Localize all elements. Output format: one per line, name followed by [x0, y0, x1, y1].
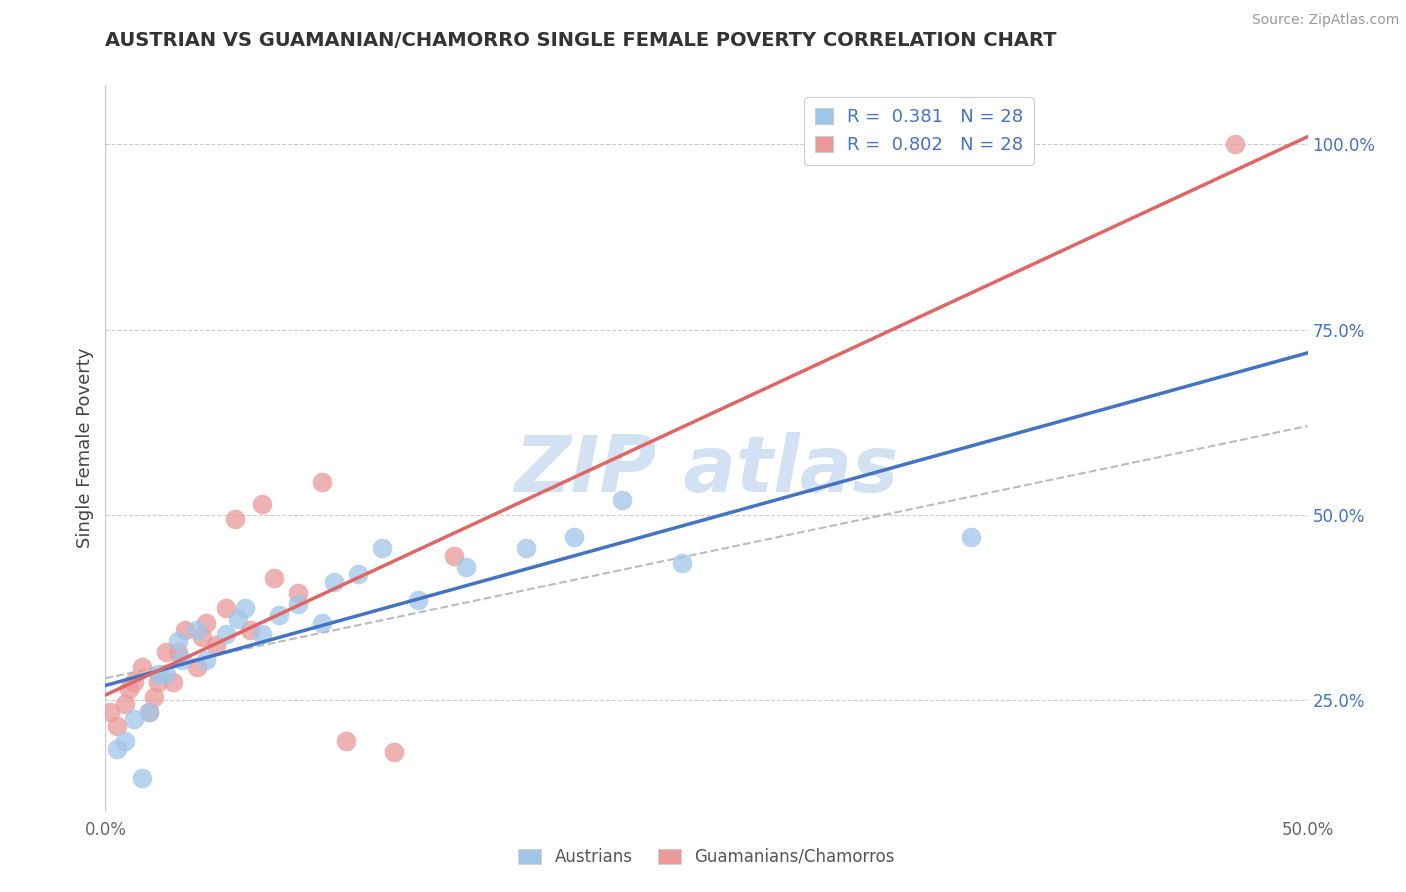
Point — [148, 674, 170, 689]
Point — [186, 660, 208, 674]
Point — [166, 645, 188, 659]
Point — [406, 593, 429, 607]
Point — [960, 530, 983, 544]
Text: ZIP atlas: ZIP atlas — [515, 432, 898, 508]
Point — [172, 653, 194, 667]
Point — [195, 615, 218, 630]
Point — [250, 497, 273, 511]
Point — [311, 615, 333, 630]
Point — [267, 608, 290, 623]
Point — [118, 682, 141, 697]
Point — [114, 734, 136, 748]
Point — [239, 623, 262, 637]
Point — [155, 645, 177, 659]
Point — [1225, 137, 1247, 152]
Point — [148, 667, 170, 681]
Legend: Austrians, Guamanians/Chamorros: Austrians, Guamanians/Chamorros — [512, 841, 901, 872]
Point — [371, 541, 394, 556]
Point — [173, 623, 195, 637]
Point — [311, 475, 333, 489]
Point — [612, 493, 634, 508]
Point — [124, 712, 146, 726]
Point — [233, 600, 256, 615]
Point — [263, 571, 285, 585]
Point — [138, 705, 160, 719]
Point — [190, 631, 212, 645]
Point — [562, 530, 585, 544]
Y-axis label: Single Female Poverty: Single Female Poverty — [76, 348, 94, 549]
Point — [454, 560, 477, 574]
Point — [347, 567, 370, 582]
Point — [515, 541, 537, 556]
Point — [443, 549, 465, 563]
Point — [107, 741, 129, 756]
Point — [166, 634, 188, 648]
Point — [98, 705, 121, 719]
Point — [226, 612, 249, 626]
Point — [131, 772, 153, 786]
Point — [214, 626, 236, 640]
Point — [335, 734, 357, 748]
Point — [205, 638, 228, 652]
Point — [138, 705, 160, 719]
Point — [250, 626, 273, 640]
Point — [287, 597, 309, 611]
Point — [131, 660, 153, 674]
Point — [114, 697, 136, 711]
Point — [224, 512, 246, 526]
Point — [107, 719, 129, 733]
Point — [195, 653, 218, 667]
Point — [155, 667, 177, 681]
Point — [186, 623, 208, 637]
Point — [162, 674, 184, 689]
Point — [214, 600, 236, 615]
Point — [287, 586, 309, 600]
Point — [142, 690, 165, 704]
Point — [322, 574, 344, 589]
Text: Source: ZipAtlas.com: Source: ZipAtlas.com — [1251, 13, 1399, 28]
Point — [124, 674, 146, 689]
Point — [671, 556, 693, 570]
Text: AUSTRIAN VS GUAMANIAN/CHAMORRO SINGLE FEMALE POVERTY CORRELATION CHART: AUSTRIAN VS GUAMANIAN/CHAMORRO SINGLE FE… — [105, 31, 1057, 50]
Point — [382, 745, 405, 759]
